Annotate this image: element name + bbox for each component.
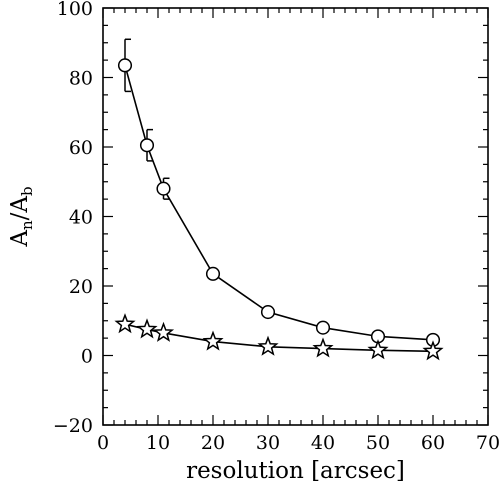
x-tick-label: 50 bbox=[366, 432, 390, 454]
x-tick-label: 30 bbox=[256, 432, 280, 454]
x-tick-label: 70 bbox=[476, 432, 500, 454]
data-point-star bbox=[367, 339, 389, 360]
plot-frame bbox=[102, 7, 489, 426]
data-point-star bbox=[257, 335, 279, 356]
data-point-star bbox=[422, 340, 444, 361]
y-axis-title-sub-b: b bbox=[18, 186, 36, 196]
data-point-circle bbox=[139, 138, 155, 153]
y-tick-label: 100 bbox=[57, 0, 93, 20]
y-tick-label: 80 bbox=[69, 68, 93, 90]
data-point-star bbox=[152, 321, 175, 342]
x-tick-label: 10 bbox=[146, 432, 170, 454]
x-tick-label: 60 bbox=[421, 432, 445, 454]
data-point-circle bbox=[117, 58, 133, 73]
series-circle bbox=[117, 38, 441, 347]
x-tick-label: 0 bbox=[97, 432, 109, 454]
data-point-star bbox=[136, 318, 158, 339]
series-line-circle bbox=[124, 65, 434, 341]
y-tick-label: 60 bbox=[69, 137, 93, 159]
data-point-star bbox=[202, 330, 224, 351]
series-star bbox=[114, 313, 444, 361]
data-point-star bbox=[312, 337, 334, 358]
y-tick-label: −20 bbox=[53, 415, 93, 437]
series-layer bbox=[114, 38, 444, 361]
data-point-circle bbox=[315, 320, 331, 335]
y-tick-label: 20 bbox=[69, 276, 93, 298]
y-axis-title: An/Ab bbox=[7, 186, 36, 247]
x-tick-label: 40 bbox=[311, 432, 335, 454]
data-point-circle bbox=[205, 266, 221, 281]
data-point-circle bbox=[156, 181, 171, 196]
y-axis-title-sub-n: n bbox=[18, 220, 36, 230]
x-axis-title: resolution [arcsec] bbox=[186, 458, 405, 484]
y-tick-label: 40 bbox=[69, 207, 93, 229]
y-axis-title-a1: A bbox=[7, 230, 33, 248]
y-axis-title-a2: A bbox=[7, 196, 33, 214]
data-point-circle bbox=[260, 305, 276, 320]
data-point-star bbox=[114, 313, 136, 334]
x-tick-label: 20 bbox=[201, 432, 225, 454]
y-tick-label: 0 bbox=[81, 346, 93, 368]
y-axis-title-slash: / bbox=[7, 212, 33, 220]
